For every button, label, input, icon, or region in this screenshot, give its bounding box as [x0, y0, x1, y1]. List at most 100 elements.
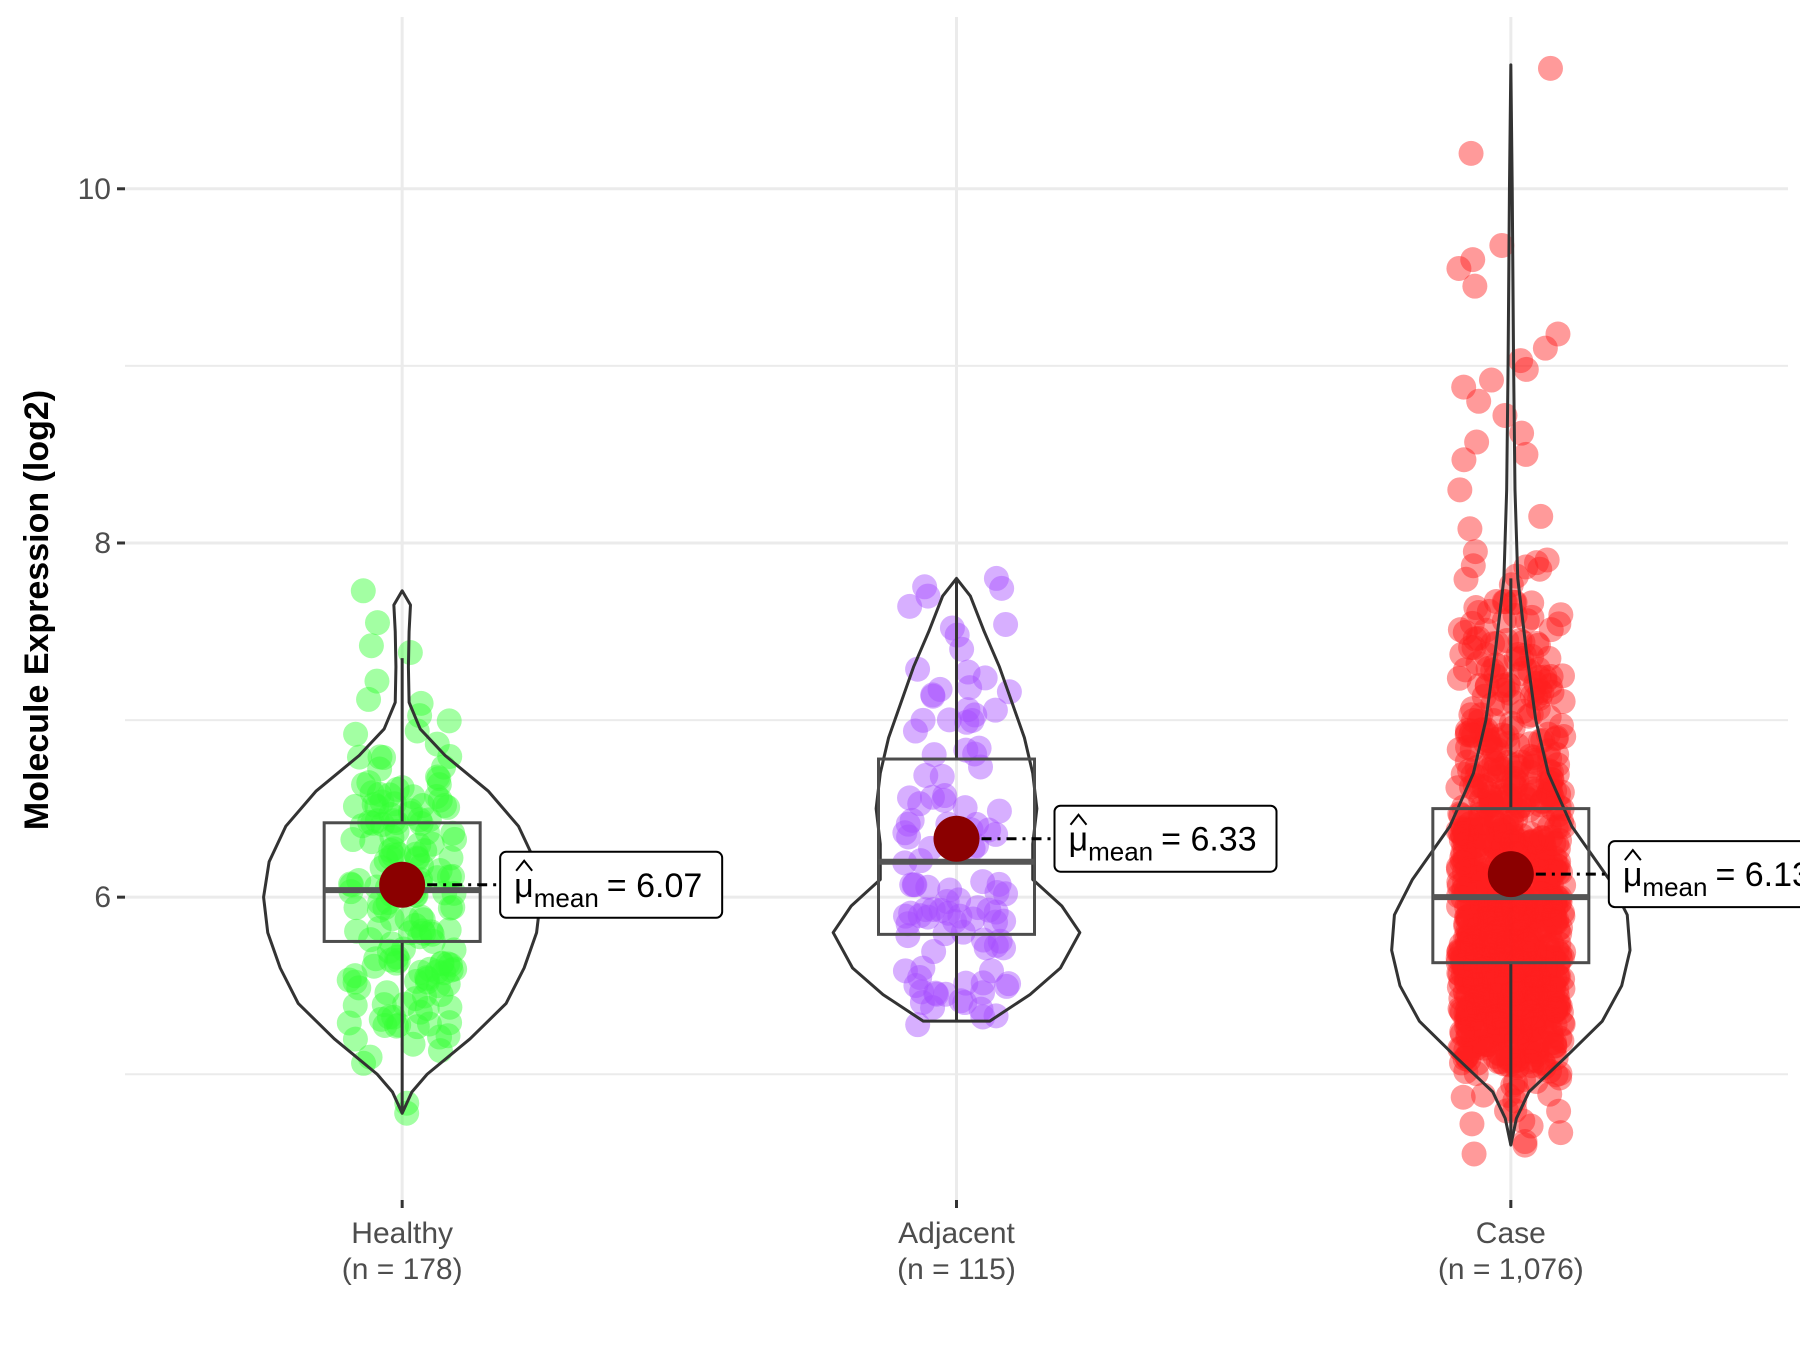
data-point	[404, 968, 430, 994]
data-point	[435, 971, 461, 997]
data-point	[1538, 781, 1564, 807]
data-point	[1541, 972, 1567, 998]
data-point	[1468, 1030, 1494, 1056]
data-point	[1465, 985, 1491, 1011]
data-point	[1538, 850, 1564, 876]
data-point	[1528, 503, 1554, 529]
data-point	[1532, 1014, 1558, 1040]
data-point	[1447, 961, 1473, 987]
data-point	[1446, 960, 1472, 986]
data-point	[1539, 1023, 1565, 1049]
data-point	[1512, 1004, 1538, 1030]
data-point	[1529, 974, 1555, 1000]
data-point	[983, 932, 1009, 958]
data-point	[1528, 856, 1554, 882]
data-point	[1495, 1082, 1521, 1108]
data-point	[1466, 832, 1492, 858]
data-point	[1480, 924, 1506, 950]
data-point	[1545, 860, 1571, 886]
data-point	[1449, 1021, 1475, 1047]
data-point	[437, 952, 463, 978]
group-case: μmean= 6.13	[1390, 55, 1800, 1167]
data-point	[1507, 974, 1533, 1000]
data-point	[947, 903, 973, 929]
data-point	[1491, 910, 1517, 936]
data-point	[983, 899, 1009, 925]
data-point	[406, 832, 432, 858]
data-point	[1548, 999, 1574, 1025]
data-point	[1467, 904, 1493, 930]
data-point	[1517, 1029, 1543, 1055]
data-point	[1454, 1008, 1480, 1034]
data-point	[1545, 996, 1571, 1022]
data-point	[892, 958, 918, 984]
data-point	[1509, 1018, 1535, 1044]
data-point	[411, 983, 437, 1009]
data-point	[1538, 1018, 1564, 1044]
data-point	[1487, 895, 1513, 921]
data-point	[1529, 845, 1555, 871]
data-point	[1478, 898, 1504, 924]
data-point	[1477, 1000, 1503, 1026]
data-point	[1507, 1020, 1533, 1046]
data-point	[1506, 1008, 1532, 1034]
data-point	[1519, 958, 1545, 984]
data-point	[1482, 1021, 1508, 1047]
data-point	[1486, 1049, 1512, 1075]
data-point	[1513, 1009, 1539, 1035]
data-point	[1455, 720, 1481, 746]
data-point	[1551, 939, 1577, 965]
data-point	[1458, 702, 1484, 728]
data-point	[1463, 972, 1489, 998]
data-point	[372, 1013, 398, 1039]
data-point	[1454, 969, 1480, 995]
data-point	[939, 615, 965, 641]
data-point	[1510, 895, 1536, 921]
data-point	[1524, 1038, 1550, 1064]
data-point	[1462, 539, 1488, 565]
data-point	[1506, 754, 1532, 780]
data-point	[1520, 828, 1546, 854]
data-point	[1463, 1035, 1489, 1061]
data-point	[1469, 979, 1495, 1005]
data-point	[996, 971, 1022, 997]
data-point	[1490, 778, 1516, 804]
data-point	[1533, 850, 1559, 876]
data-point	[1520, 994, 1546, 1020]
data-point	[1463, 595, 1489, 621]
data-point	[1468, 1029, 1494, 1055]
data-point	[1463, 1061, 1489, 1087]
data-point	[1523, 985, 1549, 1011]
data-point	[1450, 823, 1476, 849]
data-point	[435, 794, 461, 820]
data-point	[1471, 1032, 1497, 1058]
data-point	[1458, 869, 1484, 895]
data-point	[913, 762, 939, 788]
data-point	[898, 900, 924, 926]
data-point	[351, 772, 377, 798]
data-point	[1473, 717, 1499, 743]
data-point	[1462, 909, 1488, 935]
data-point	[1515, 963, 1541, 989]
data-point	[901, 872, 927, 898]
data-point	[431, 960, 457, 986]
data-point	[965, 895, 991, 921]
data-point	[1545, 836, 1571, 862]
data-point	[979, 958, 1005, 984]
data-point	[1498, 942, 1524, 968]
data-point	[1502, 1016, 1528, 1042]
data-point	[1523, 747, 1549, 773]
data-point	[1477, 995, 1503, 1021]
data-point	[1537, 866, 1563, 892]
data-point	[1534, 547, 1560, 573]
data-point	[1473, 967, 1499, 993]
data-point	[1523, 987, 1549, 1013]
data-point	[363, 946, 389, 972]
data-point	[1482, 969, 1508, 995]
data-point	[1550, 903, 1576, 929]
data-point	[1489, 983, 1515, 1009]
hat-icon	[1624, 848, 1642, 861]
data-point	[1447, 477, 1473, 503]
data-point	[1546, 992, 1572, 1018]
data-point	[1530, 806, 1556, 832]
